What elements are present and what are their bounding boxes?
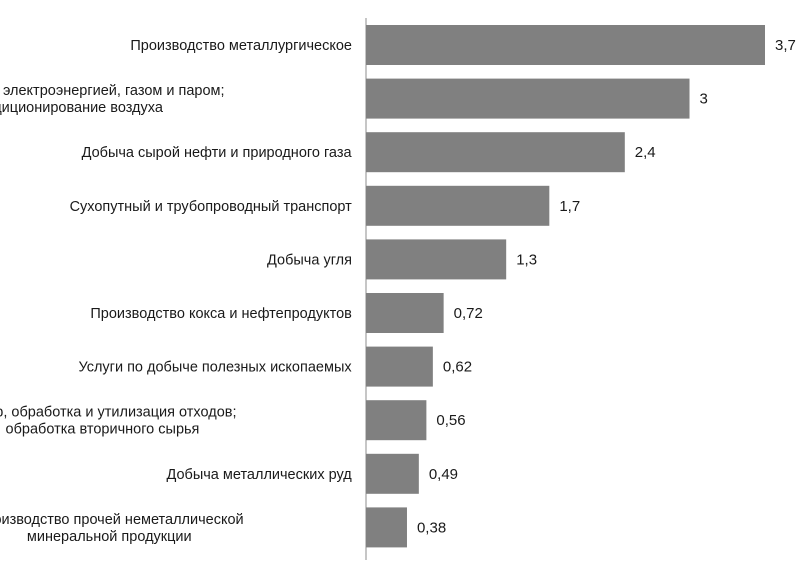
category-label-line: минеральной продукции bbox=[27, 529, 192, 545]
value-label-5: 1,3 bbox=[516, 251, 537, 268]
value-label-8: 0,56 bbox=[436, 412, 465, 429]
category-label-3: Добыча сырой нефти и природного газа bbox=[82, 145, 353, 161]
value-labels-group: 3,7 3 2,4 1,7 1,3 0,72 0,62 0,56 0,49 0,38 bbox=[417, 37, 796, 536]
bar-3 bbox=[366, 132, 625, 173]
category-label-line: Сухопутный и трубопроводный транспорт bbox=[70, 199, 353, 215]
value-label-3: 2,4 bbox=[635, 144, 656, 161]
bar-2 bbox=[366, 78, 690, 119]
value-label-2: 3 bbox=[700, 91, 708, 108]
category-label-line: Сбор, обработка и утилизация отходов; bbox=[0, 405, 237, 421]
category-label-6: Производство кокса и нефтепродуктов bbox=[90, 306, 352, 322]
category-label-5: Добыча угля bbox=[267, 252, 352, 268]
category-label-1: Производство металлургическое bbox=[130, 38, 352, 54]
category-label-line: Производство кокса и нефтепродуктов bbox=[90, 306, 352, 322]
value-label-1: 3,7 bbox=[775, 37, 796, 54]
value-label-9: 0,49 bbox=[429, 466, 458, 483]
category-label-line: Услуги по добыче полезных ископаемых bbox=[78, 360, 352, 376]
category-label-line: Добыча металлических руд bbox=[166, 467, 352, 483]
category-label-line: кондиционирование воздуха bbox=[0, 100, 164, 116]
value-label-4: 1,7 bbox=[559, 198, 580, 215]
bars-group bbox=[366, 25, 765, 548]
value-label-10: 0,38 bbox=[417, 519, 446, 536]
bar-8 bbox=[366, 400, 427, 441]
bar-4 bbox=[366, 185, 550, 226]
category-label-2: Обеспечение электроэнергией, газом и пар… bbox=[0, 83, 225, 116]
bar-1 bbox=[366, 25, 765, 65]
category-label-10: Производство прочей неметаллической минер… bbox=[0, 512, 244, 545]
category-label-7: Услуги по добыче полезных ископаемых bbox=[78, 360, 352, 376]
category-label-8: Сбор, обработка и утилизация отходов;обр… bbox=[0, 405, 237, 438]
category-labels-group: Производство металлургическое Обеспечение… bbox=[0, 38, 352, 545]
category-label-line: Добыча сырой нефти и природного газа bbox=[82, 145, 353, 161]
bar-10 bbox=[366, 507, 407, 548]
category-label-9: Добыча металлических руд bbox=[166, 467, 352, 483]
value-label-7: 0,62 bbox=[443, 359, 472, 376]
category-label-line: Обеспечение электроэнергией, газом и пар… bbox=[0, 83, 225, 99]
category-label-line: Производство прочей неметаллической bbox=[0, 512, 244, 528]
bar-9 bbox=[366, 453, 419, 494]
value-label-6: 0,72 bbox=[454, 305, 483, 322]
bar-7 bbox=[366, 346, 433, 387]
bar-5 bbox=[366, 239, 507, 280]
category-label-4: Сухопутный и трубопроводный транспорт bbox=[70, 199, 353, 215]
category-label-line: Добыча угля bbox=[267, 252, 352, 268]
bar-6 bbox=[366, 293, 444, 333]
category-label-line: Производство металлургическое bbox=[130, 38, 352, 54]
category-label-line: обработка вторичного сырья bbox=[6, 422, 200, 438]
